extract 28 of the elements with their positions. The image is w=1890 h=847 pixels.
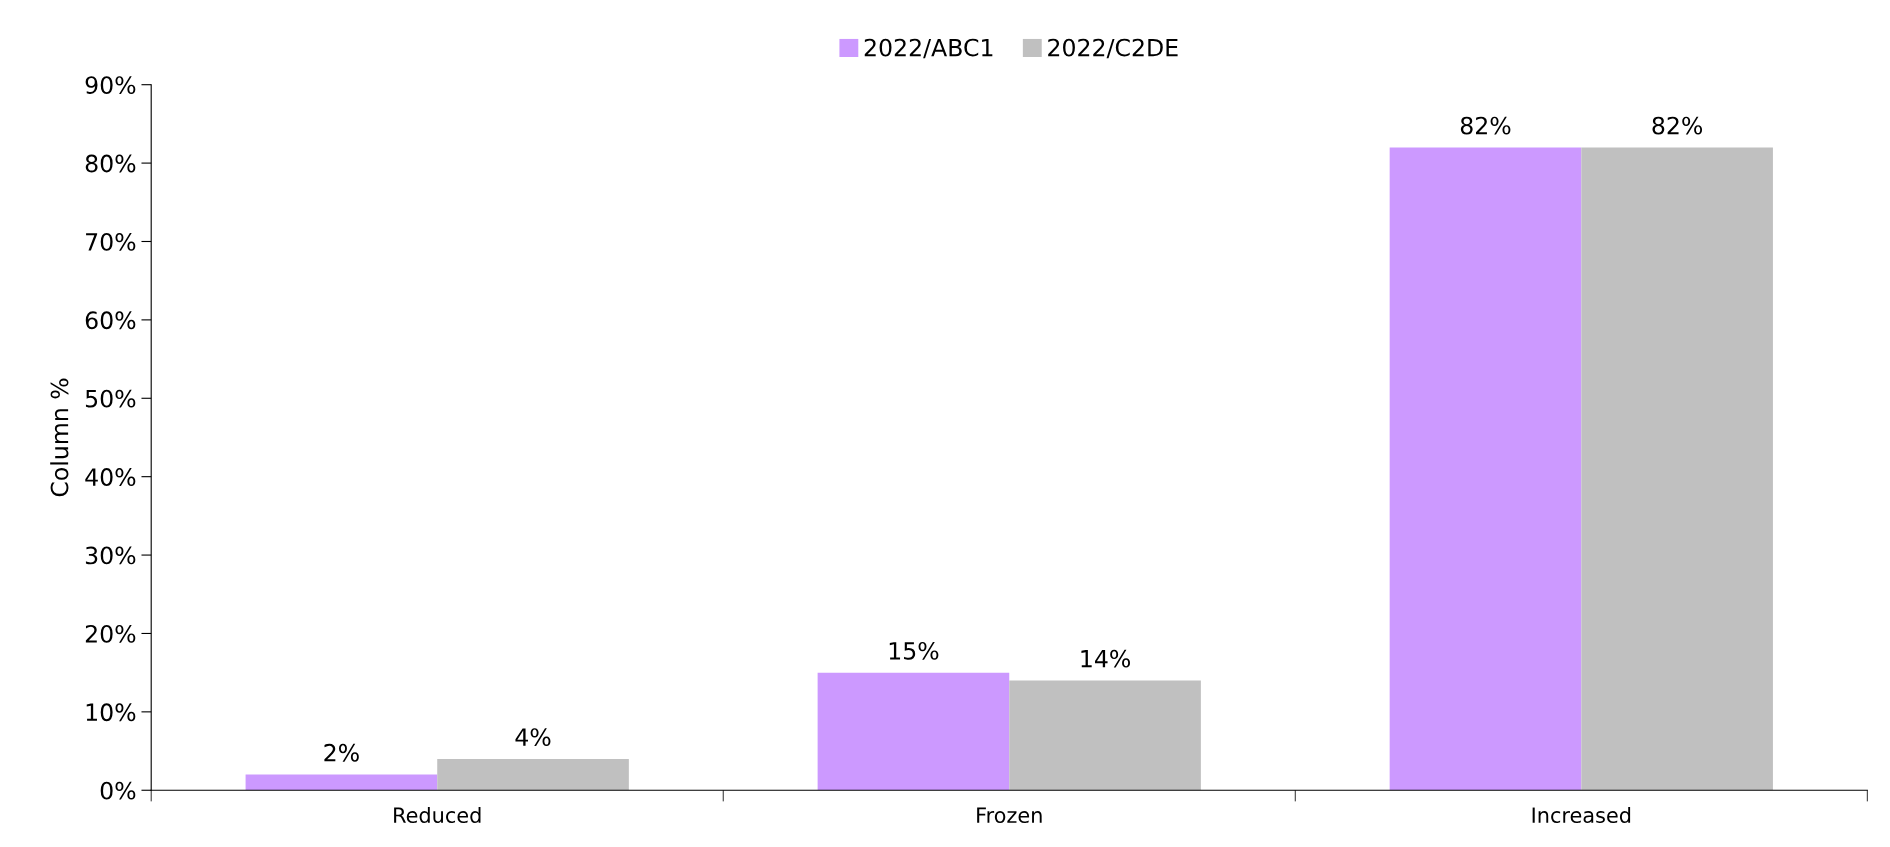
y-tick-label: 40% — [85, 468, 136, 486]
y-tick-label: 80% — [85, 154, 136, 173]
bar — [1389, 147, 1582, 791]
data-label: 14% — [1081, 649, 1131, 668]
bar — [245, 774, 438, 791]
bar — [817, 672, 1010, 791]
y-tick-label: 20% — [85, 624, 136, 643]
data-label: 4% — [515, 728, 551, 746]
y-tick-label: 50% — [85, 389, 136, 408]
y-axis-title: Column % — [50, 378, 69, 497]
y-tick-label: 10% — [86, 703, 136, 722]
y-tick-label: 90% — [85, 76, 136, 95]
bar — [1009, 680, 1201, 791]
legend-label: 2022/ABC1 — [864, 38, 993, 59]
y-tick-label: 60% — [85, 311, 136, 330]
data-label: 15% — [889, 641, 939, 660]
x-tick-label: Increased — [1532, 806, 1631, 824]
bar — [1581, 147, 1773, 791]
legend-label: 2022/C2DE — [1048, 38, 1178, 59]
data-label: 2% — [324, 743, 359, 762]
data-label: 82% — [1652, 116, 1703, 135]
x-tick-label: Frozen — [977, 807, 1042, 824]
y-tick-label: 30% — [85, 546, 136, 565]
bar — [437, 758, 629, 791]
data-label: 82% — [1460, 116, 1511, 135]
x-tick-label: Reduced — [394, 806, 481, 824]
y-tick-label: 70% — [86, 232, 136, 251]
y-tick-label: 0% — [100, 781, 136, 800]
